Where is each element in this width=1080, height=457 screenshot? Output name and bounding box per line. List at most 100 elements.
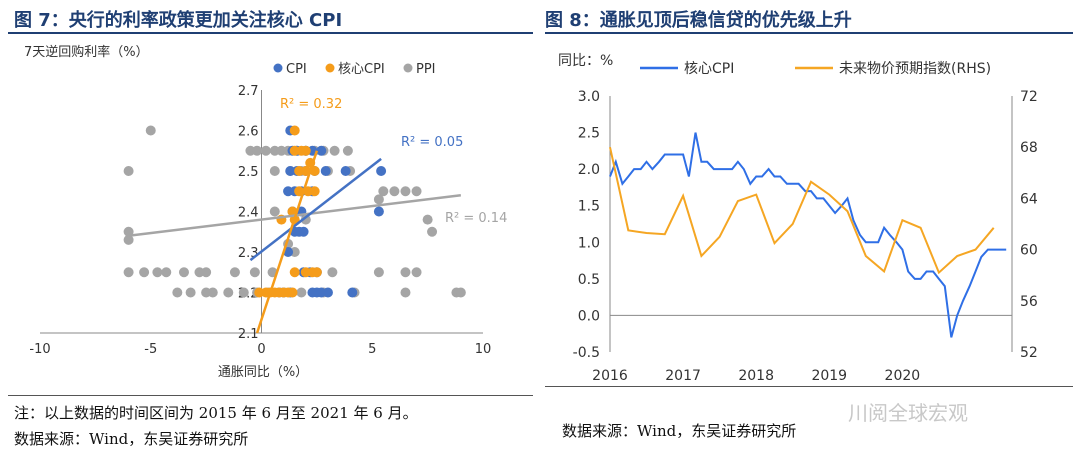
y-tick-label: 2.1 (238, 327, 259, 342)
right-bottom-rule (545, 386, 1073, 387)
x-tick-label: 2016 (592, 368, 628, 384)
right-y-tick-label: 68 (1020, 140, 1038, 156)
point-CPI (347, 287, 358, 298)
point-PPI (411, 186, 422, 197)
point-PPI (373, 267, 384, 278)
y-tick-label: 2.3 (238, 246, 259, 261)
right-y-tick-label: 64 (1020, 191, 1038, 207)
series-line-1 (609, 146, 995, 275)
left-source: 数据来源：Wind，东吴证券研究所 (14, 430, 249, 448)
point-PPI (123, 166, 134, 176)
point-PPI (378, 186, 389, 197)
point-PPI (238, 287, 249, 298)
point-PPI (152, 267, 163, 278)
point-PPI (178, 267, 189, 278)
point-PPI (422, 214, 433, 225)
left-y-tick-label: 0.5 (578, 272, 600, 288)
trendline-CPI (249, 157, 382, 262)
watermark: 川阅全球宏观 (848, 401, 968, 425)
point-CPI (373, 206, 384, 217)
right-y-tick-label: 56 (1020, 294, 1038, 310)
left-y-tick-label: 2.0 (578, 162, 600, 178)
r2-label-PPI: R² = 0.14 (445, 211, 507, 226)
point-PPI (427, 226, 438, 237)
left-y-tick-label: 1.0 (578, 235, 600, 251)
x-tick-label: 5 (368, 342, 376, 357)
point-CPI (320, 166, 331, 176)
point-PPI (207, 287, 218, 298)
left-title-rule (8, 32, 533, 34)
left-note: 注：以上数据的时间区间为 2015 年 6 月至 2021 年 6 月。 (14, 404, 418, 422)
legend-label-核心CPI: 核心CPI (338, 62, 385, 77)
legend-label-PPI: PPI (416, 62, 436, 77)
point-CPI (340, 166, 351, 176)
point-PPI (260, 145, 271, 156)
legend-label-1: 未来物价预期指数(RHS) (839, 61, 991, 77)
point-PPI (161, 267, 172, 278)
x-tick-label: 2017 (665, 368, 701, 384)
right-title-rule (545, 32, 1073, 34)
left-y-tick-label: 1.5 (578, 199, 600, 215)
y-tick-label: 2.4 (238, 206, 259, 221)
point-PPI (269, 206, 280, 217)
point-PPI (229, 267, 240, 278)
left-y-tick-label: -0.5 (573, 345, 600, 361)
point-CPI (316, 145, 327, 156)
point-PPI (411, 267, 422, 278)
point-PPI (373, 194, 384, 205)
point-PPI (400, 186, 411, 197)
legend-marker-PPI (403, 63, 413, 73)
x-tick-label: 10 (475, 342, 492, 357)
point-CPI (322, 287, 333, 298)
point-PPI (123, 234, 134, 245)
y-tick-label: 2.5 (238, 165, 259, 180)
point-PPI (455, 287, 466, 298)
point-核心CPI (309, 186, 320, 197)
point-CPI (298, 226, 309, 237)
point-PPI (296, 287, 307, 298)
left-y-tick-label: 3.0 (578, 89, 600, 105)
x-tick-label: 2020 (885, 368, 921, 384)
point-PPI (172, 287, 183, 298)
left-y-tick-label: 0.0 (578, 308, 600, 324)
point-核心CPI (311, 267, 322, 278)
x-axis-title: 通胀同比（%） (218, 365, 308, 380)
point-PPI (400, 287, 411, 298)
right-y-tick-label: 52 (1020, 345, 1038, 361)
point-PPI (123, 267, 134, 278)
point-PPI (201, 267, 212, 278)
point-PPI (300, 214, 311, 225)
legend-marker-CPI (273, 63, 283, 73)
left-y-tick-label: 2.5 (578, 126, 600, 142)
point-PPI (329, 145, 340, 156)
trendline-核心CPI (255, 150, 319, 334)
point-PPI (327, 267, 338, 278)
point-核心CPI (289, 125, 300, 136)
r2-label-核心CPI: R² = 0.32 (280, 97, 342, 112)
point-核心CPI (287, 287, 298, 298)
x-tick-label: -10 (29, 342, 50, 357)
x-tick-label: 2019 (811, 368, 847, 384)
right-y-tick-label: 60 (1020, 243, 1038, 259)
y-axis-title: 7天逆回购利率（%） (24, 44, 149, 60)
x-tick-label: 2018 (738, 368, 774, 384)
left-chart-title: 图 7：央行的利率政策更加关注核心 CPI (14, 10, 343, 31)
point-PPI (185, 287, 196, 298)
x-tick-label: -5 (144, 342, 157, 357)
legend-marker-核心CPI (325, 63, 335, 73)
legend-label-CPI: CPI (286, 62, 307, 77)
point-PPI (139, 267, 150, 278)
y-tick-label: 2.7 (238, 84, 259, 99)
right-y-tick-label: 72 (1020, 89, 1038, 105)
point-PPI (223, 287, 234, 298)
point-PPI (389, 186, 400, 197)
scatter-chart: -10-505102.12.22.32.42.52.62.77天逆回购利率（%）… (24, 44, 507, 380)
r2-label-CPI: R² = 0.05 (401, 135, 463, 150)
point-PPI (145, 125, 156, 136)
point-CPI (376, 166, 387, 176)
point-核心CPI (289, 267, 300, 278)
y-axis-title: 同比：% (558, 53, 613, 69)
y-tick-label: 2.6 (238, 125, 259, 140)
point-PPI (400, 267, 411, 278)
x-tick-label: 0 (257, 342, 265, 357)
